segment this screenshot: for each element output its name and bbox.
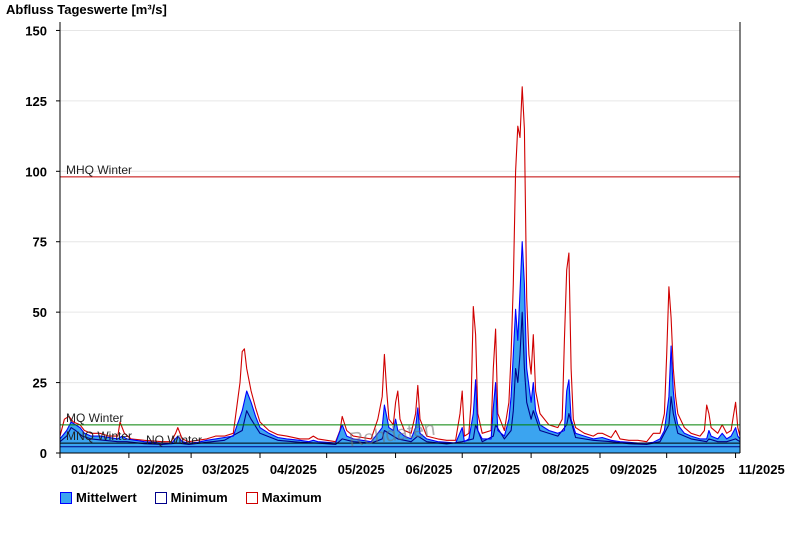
y-tick-label-125: 125 bbox=[25, 94, 47, 109]
x-tick-label-1: 02/2025 bbox=[137, 462, 184, 477]
x-tick-label-2: 03/2025 bbox=[202, 462, 249, 477]
y-tick-label-150: 150 bbox=[25, 23, 47, 38]
reference-lines: MHQ Winter MQ Winter MNQ Winter NQ Winter bbox=[60, 163, 740, 448]
ref-label-mhq-winter: MHQ Winter bbox=[66, 163, 132, 177]
x-tick-label-5: 06/2025 bbox=[405, 462, 452, 477]
y-tick-label-50: 50 bbox=[33, 305, 47, 320]
x-tick-label-7: 08/2025 bbox=[542, 462, 589, 477]
ref-label-nq-winter: NQ Winter bbox=[146, 433, 202, 447]
ref-label-mnq-winter: MNQ Winter bbox=[66, 429, 132, 443]
x-tick-label-9: 10/2025 bbox=[678, 462, 725, 477]
series-line-minimum bbox=[59, 311, 741, 446]
x-tick-label-10: 11/2025 bbox=[738, 462, 784, 477]
legend-swatch-mittelwert bbox=[60, 491, 72, 504]
legend-label-minimum: Minimum bbox=[170, 490, 228, 505]
legend-item-minimum: Minimum bbox=[154, 490, 228, 505]
series-line-mittelwert bbox=[59, 241, 741, 445]
series-lines bbox=[59, 86, 741, 446]
y-tick-label-75: 75 bbox=[33, 235, 47, 250]
y-tick-label-0: 0 bbox=[40, 446, 47, 461]
chart-title: Abfluss Tageswerte [m³/s] bbox=[6, 2, 167, 17]
area-mittelwert bbox=[60, 241, 740, 453]
x-tick-label-0: 01/2025 bbox=[71, 462, 118, 477]
x-tick-label-3: 04/2025 bbox=[270, 462, 317, 477]
legend-swatch-minimum bbox=[154, 491, 167, 504]
legend-swatch-maximum bbox=[245, 491, 258, 504]
legend-item-mittelwert: Mittelwert bbox=[60, 490, 137, 505]
ref-label-mq-winter: MQ Winter bbox=[66, 411, 123, 425]
y-tick-label-25: 25 bbox=[33, 376, 47, 391]
grid-lines bbox=[60, 29, 740, 384]
x-tick-label-8: 09/2025 bbox=[610, 462, 657, 477]
series-line-maximum bbox=[59, 86, 741, 443]
axes: 0 25 50 75 100 125 150 01/2025 02/2025 03/2025 04/… bbox=[25, 22, 785, 477]
x-tick-label-6: 07/2025 bbox=[473, 462, 520, 477]
y-tick-label-100: 100 bbox=[25, 164, 47, 179]
legend-label-mittelwert: Mittelwert bbox=[76, 490, 137, 505]
legend: Mittelwert Minimum Maximum bbox=[60, 490, 322, 505]
legend-label-maximum: Maximum bbox=[261, 490, 322, 505]
x-tick-label-4: 05/2025 bbox=[338, 462, 385, 477]
mean-area bbox=[60, 241, 740, 453]
legend-item-maximum: Maximum bbox=[245, 490, 322, 505]
